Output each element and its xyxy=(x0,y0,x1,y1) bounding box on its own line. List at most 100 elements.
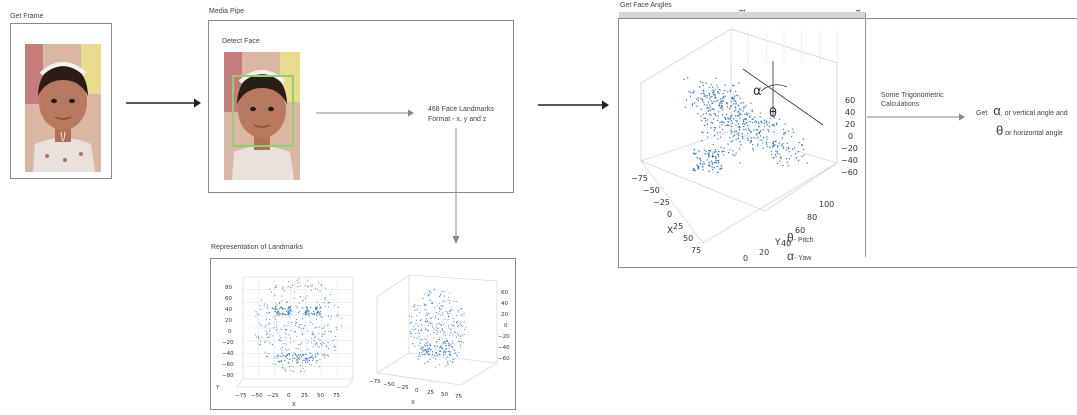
landmark-point xyxy=(439,350,442,352)
landmark-point xyxy=(287,321,289,323)
landmark-point xyxy=(430,349,432,351)
landmark-point xyxy=(266,304,268,306)
landmark-point xyxy=(433,289,435,291)
landmark-point xyxy=(717,87,719,89)
landmark-point xyxy=(417,358,419,360)
landmark-point xyxy=(710,121,712,124)
landmark-point xyxy=(774,153,777,156)
landmark-point xyxy=(739,108,741,110)
landmark-point xyxy=(286,301,288,303)
landmark-point xyxy=(761,122,763,124)
landmark-point xyxy=(300,342,303,344)
rep-left-xtick: −75 xyxy=(235,393,247,399)
landmark-point xyxy=(777,145,779,147)
landmark-point xyxy=(762,142,764,144)
landmark-point xyxy=(698,150,700,152)
landmark-point xyxy=(425,345,427,347)
landmark-point xyxy=(453,300,455,302)
landmark-point xyxy=(446,356,449,358)
flow-arrow-2 xyxy=(538,100,609,110)
landmark-point xyxy=(722,93,724,95)
landmark-point xyxy=(429,289,431,292)
landmark-point xyxy=(727,117,729,119)
landmark-point xyxy=(299,344,301,346)
landmark-point xyxy=(429,299,431,301)
landmark-point xyxy=(434,366,436,368)
rep-right-ztick: 0 xyxy=(504,323,508,329)
landmark-point xyxy=(414,309,416,311)
landmark-point xyxy=(297,312,300,314)
rep-left-ytick: 80 xyxy=(225,285,232,291)
landmark-point xyxy=(285,343,287,345)
rep-right-xtick: 75 xyxy=(455,394,462,400)
rep-right-xlabel: X xyxy=(411,400,415,406)
landmark-point xyxy=(729,91,731,93)
landmark-point xyxy=(743,128,745,131)
landmark-point xyxy=(277,360,280,362)
landmark-point xyxy=(452,346,454,349)
landmark-point xyxy=(737,137,739,140)
landmark-point xyxy=(302,354,304,357)
landmark-point xyxy=(709,109,711,112)
landmark-point xyxy=(423,303,425,305)
landmark-point xyxy=(751,110,753,113)
landmark-point xyxy=(281,299,283,302)
landmark-point xyxy=(731,131,733,133)
landmark-point xyxy=(703,163,705,165)
landmark-point xyxy=(294,330,296,333)
landmark-point xyxy=(439,294,441,296)
landmark-point xyxy=(720,101,722,103)
landmark-point xyxy=(729,107,731,110)
landmark-point xyxy=(418,325,420,327)
landmark-point xyxy=(308,357,310,359)
landmark-point xyxy=(418,336,420,338)
landmark-point xyxy=(737,104,740,107)
landmark-point xyxy=(321,343,323,346)
landmark-point xyxy=(286,310,288,312)
landmark-point xyxy=(430,291,432,294)
landmark-point xyxy=(324,305,326,307)
landmark-point xyxy=(460,324,462,326)
landmark-point xyxy=(730,115,732,117)
landmark-point xyxy=(437,323,439,325)
landmark-point xyxy=(426,329,428,331)
landmark-point xyxy=(766,136,768,138)
landmark-point xyxy=(427,295,429,297)
landmark-point xyxy=(713,92,715,94)
landmark-point xyxy=(446,351,448,353)
landmark-point xyxy=(737,110,740,113)
landmark-point xyxy=(289,316,291,318)
landmark-point xyxy=(442,342,445,344)
landmark-point xyxy=(316,352,319,354)
landmark-point xyxy=(312,346,314,348)
landmark-point xyxy=(703,95,706,97)
landmark-point xyxy=(313,340,315,342)
landmark-point xyxy=(414,345,416,347)
landmark-point xyxy=(461,315,463,317)
landmark-point xyxy=(287,313,290,315)
landmark-point xyxy=(314,353,317,355)
landmark-point xyxy=(697,168,700,170)
landmark-point xyxy=(410,321,412,323)
landmark-point xyxy=(426,351,428,353)
landmark-point xyxy=(742,102,745,104)
landmark-point xyxy=(431,324,433,326)
landmark-point xyxy=(461,308,463,310)
landmark-point xyxy=(277,312,279,314)
landmark-point xyxy=(314,344,316,346)
landmark-point xyxy=(724,116,726,118)
landmark-point xyxy=(435,323,437,325)
landmark-point xyxy=(740,144,742,146)
landmark-point xyxy=(772,144,774,146)
landmark-point xyxy=(314,335,316,337)
landmark-point xyxy=(302,367,304,369)
landmark-point xyxy=(282,289,284,291)
landmark-point xyxy=(258,314,260,316)
landmark-point xyxy=(420,347,422,349)
landmark-point xyxy=(792,131,795,134)
window-handle-icon[interactable]: •• xyxy=(856,9,861,15)
window-handle-icon[interactable]: ••• xyxy=(739,9,746,15)
landmark-point xyxy=(295,347,297,349)
landmark-point xyxy=(756,133,758,135)
landmark-point xyxy=(716,84,718,86)
